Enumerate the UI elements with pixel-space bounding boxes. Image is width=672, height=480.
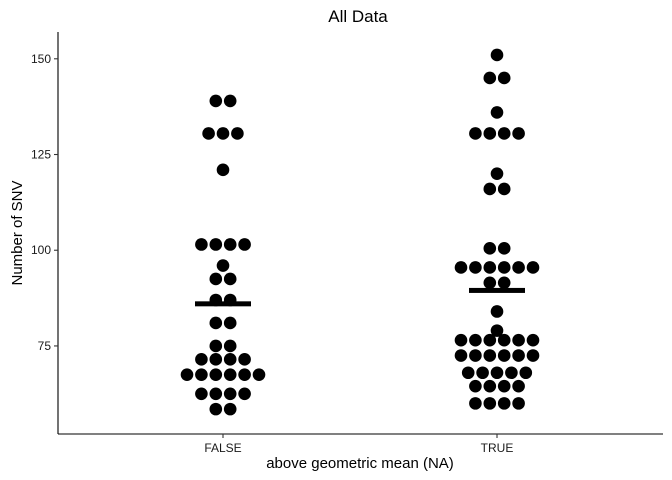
- data-point-true: [497, 379, 511, 393]
- data-point-false: [223, 316, 237, 330]
- data-point-true: [454, 333, 468, 347]
- data-point-true: [490, 48, 504, 62]
- data-point-true: [483, 349, 497, 362]
- data-point-false: [209, 339, 223, 353]
- data-point-false: [216, 163, 230, 177]
- data-point-false: [209, 402, 223, 416]
- data-point-true: [469, 127, 482, 140]
- data-point-true: [497, 397, 511, 410]
- y-tick-label: 75: [38, 339, 52, 353]
- mean-bars: [195, 287, 525, 307]
- data-point-false: [195, 238, 208, 251]
- data-point-false: [223, 402, 237, 416]
- data-point-false: [195, 387, 208, 401]
- data-point-true: [490, 324, 504, 337]
- data-point-true: [483, 261, 497, 274]
- data-point-true: [526, 261, 540, 274]
- data-point-true: [469, 397, 482, 410]
- data-point-true: [497, 71, 511, 85]
- data-point-true: [461, 366, 475, 380]
- data-point-true: [526, 349, 540, 362]
- data-point-true: [490, 366, 504, 380]
- data-point-false: [209, 272, 223, 286]
- data-point-true: [483, 397, 497, 410]
- data-point-true: [512, 397, 525, 410]
- data-point-true: [512, 127, 525, 140]
- data-point-false: [180, 368, 194, 381]
- data-point-true: [483, 71, 497, 85]
- data-point-true: [476, 366, 489, 380]
- data-point-true: [505, 366, 518, 380]
- data-point-false: [216, 127, 230, 140]
- data-point-false: [209, 368, 223, 381]
- data-point-false: [223, 272, 237, 286]
- data-point-true: [497, 127, 511, 140]
- chart-title: All Data: [328, 7, 388, 26]
- data-point-false: [216, 259, 230, 272]
- data-point-false: [238, 387, 251, 401]
- data-point-false: [209, 238, 223, 251]
- data-point-true: [512, 333, 525, 347]
- data-point-true: [490, 305, 504, 318]
- x-tick-label-true: TRUE: [481, 441, 514, 455]
- data-point-true: [469, 261, 482, 274]
- data-point-false: [223, 387, 237, 401]
- data-point-false: [223, 238, 237, 251]
- y-tick-label: 100: [31, 243, 51, 257]
- data-point-true: [497, 276, 511, 290]
- data-point-true: [490, 106, 504, 119]
- y-tick-label: 125: [31, 148, 51, 162]
- data-point-false: [209, 387, 223, 401]
- data-point-true: [497, 261, 511, 274]
- data-point-true: [497, 182, 511, 196]
- data-point-false: [231, 127, 244, 140]
- y-tick-label: 150: [31, 52, 51, 66]
- data-points: [180, 48, 540, 416]
- data-point-false: [202, 127, 215, 140]
- x-axis-label: above geometric mean (NA): [266, 455, 454, 472]
- data-point-false: [223, 339, 237, 353]
- data-point-true: [497, 242, 511, 255]
- data-point-true: [483, 379, 497, 393]
- mean-bar-true: [469, 287, 525, 293]
- y-axis-ticks: 75 100 125 150: [31, 52, 58, 353]
- data-point-false: [195, 368, 208, 381]
- data-point-false: [238, 353, 251, 366]
- data-point-false: [195, 353, 208, 366]
- mean-bar-false: [195, 301, 251, 307]
- data-point-true: [526, 333, 540, 347]
- data-point-true: [512, 261, 525, 274]
- data-point-false: [238, 368, 251, 381]
- data-point-false: [209, 316, 223, 330]
- data-point-false: [238, 238, 251, 251]
- data-point-true: [519, 366, 533, 380]
- data-point-true: [483, 242, 497, 255]
- data-point-true: [454, 261, 468, 274]
- x-axis-ticks: FALSE TRUE: [204, 434, 513, 455]
- data-point-true: [469, 333, 482, 347]
- data-point-false: [223, 368, 237, 381]
- data-point-true: [454, 349, 468, 362]
- data-point-false: [223, 353, 237, 366]
- data-point-true: [483, 182, 497, 196]
- data-point-false: [209, 94, 223, 108]
- data-point-true: [512, 379, 525, 393]
- data-point-false: [209, 353, 223, 366]
- data-point-false: [252, 368, 266, 381]
- data-point-true: [469, 379, 482, 393]
- y-axis-label: Number of SNV: [9, 180, 26, 285]
- data-point-true: [483, 333, 497, 347]
- data-point-true: [469, 349, 482, 362]
- data-point-true: [483, 276, 497, 290]
- x-tick-label-false: FALSE: [204, 441, 241, 455]
- data-point-true: [497, 333, 511, 347]
- data-point-true: [490, 167, 504, 180]
- data-point-true: [497, 349, 511, 362]
- data-point-true: [483, 127, 497, 140]
- data-point-true: [512, 349, 525, 362]
- data-point-false: [223, 94, 237, 108]
